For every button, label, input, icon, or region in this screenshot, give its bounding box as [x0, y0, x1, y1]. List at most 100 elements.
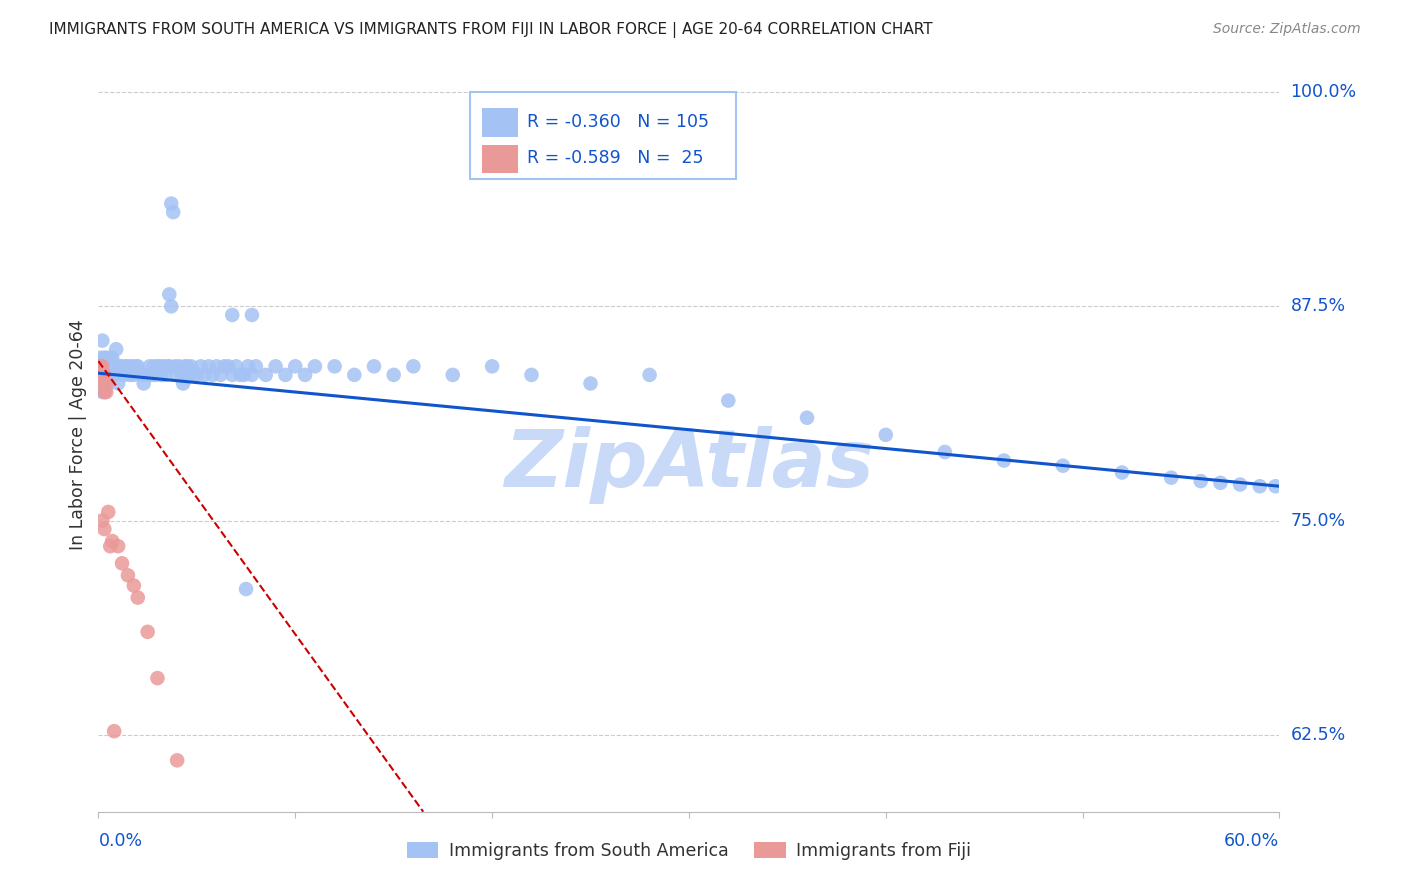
- Point: [1189, 474, 1212, 488]
- Point: [201, 368, 224, 382]
- FancyBboxPatch shape: [482, 109, 517, 137]
- Point: [174, 359, 197, 374]
- Point: [112, 368, 135, 382]
- Point: [111, 359, 134, 374]
- Point: [146, 671, 169, 685]
- Point: [240, 308, 263, 322]
- Point: [441, 368, 464, 382]
- Point: [520, 368, 543, 382]
- Point: [87, 359, 110, 374]
- Point: [1249, 479, 1271, 493]
- Text: 0.0%: 0.0%: [98, 832, 142, 850]
- Point: [132, 376, 155, 391]
- Point: [205, 359, 228, 374]
- Point: [155, 368, 177, 382]
- Text: ZipAtlas: ZipAtlas: [503, 426, 875, 504]
- Point: [103, 368, 125, 382]
- Point: [1229, 477, 1251, 491]
- Point: [284, 359, 307, 374]
- Point: [96, 376, 118, 391]
- Point: [97, 505, 120, 519]
- Point: [236, 359, 259, 374]
- Point: [93, 384, 115, 399]
- Point: [148, 359, 170, 374]
- Point: [1160, 471, 1182, 485]
- Point: [93, 522, 115, 536]
- Point: [145, 368, 167, 382]
- Point: [294, 368, 316, 382]
- Point: [160, 299, 183, 313]
- Point: [108, 359, 131, 374]
- Point: [91, 359, 114, 374]
- Point: [96, 351, 118, 365]
- Point: [167, 359, 190, 374]
- Point: [122, 368, 145, 382]
- Point: [91, 359, 114, 374]
- Text: 75.0%: 75.0%: [1291, 511, 1346, 530]
- Point: [993, 453, 1015, 467]
- Point: [194, 368, 217, 382]
- Text: 100.0%: 100.0%: [1291, 83, 1357, 101]
- FancyBboxPatch shape: [482, 145, 517, 173]
- Point: [240, 368, 263, 382]
- Legend: Immigrants from South America, Immigrants from Fiji: Immigrants from South America, Immigrant…: [399, 835, 979, 867]
- Point: [107, 376, 129, 391]
- Point: [221, 308, 243, 322]
- Point: [229, 368, 252, 382]
- Point: [138, 359, 160, 374]
- Point: [122, 578, 145, 592]
- Point: [638, 368, 661, 382]
- Point: [89, 376, 111, 391]
- Point: [264, 359, 287, 374]
- Point: [209, 368, 232, 382]
- Point: [214, 359, 236, 374]
- Point: [481, 359, 503, 374]
- Text: 87.5%: 87.5%: [1291, 297, 1346, 316]
- Text: 60.0%: 60.0%: [1225, 832, 1279, 850]
- Point: [93, 351, 115, 365]
- Point: [205, 838, 228, 853]
- Point: [127, 591, 149, 605]
- Point: [98, 351, 121, 365]
- Point: [304, 359, 326, 374]
- Point: [176, 359, 198, 374]
- Point: [127, 359, 149, 374]
- Point: [97, 359, 120, 374]
- Point: [101, 534, 124, 549]
- Point: [172, 376, 194, 391]
- Point: [796, 410, 818, 425]
- Point: [170, 368, 193, 382]
- Point: [197, 359, 219, 374]
- Point: [1111, 466, 1133, 480]
- Point: [274, 368, 297, 382]
- Point: [235, 582, 257, 596]
- Point: [98, 539, 121, 553]
- Point: [103, 724, 125, 739]
- Y-axis label: In Labor Force | Age 20-64: In Labor Force | Age 20-64: [69, 319, 87, 550]
- Point: [157, 359, 180, 374]
- Point: [190, 359, 212, 374]
- Point: [579, 376, 602, 391]
- Point: [875, 427, 897, 442]
- Point: [141, 368, 163, 382]
- Text: R = -0.360   N = 105: R = -0.360 N = 105: [527, 113, 709, 131]
- Point: [166, 368, 188, 382]
- Point: [96, 384, 118, 399]
- Point: [117, 568, 139, 582]
- Point: [93, 368, 115, 382]
- Point: [91, 384, 114, 399]
- Point: [96, 368, 118, 382]
- Point: [125, 359, 148, 374]
- Point: [91, 514, 114, 528]
- Point: [245, 359, 267, 374]
- Point: [91, 334, 114, 348]
- Point: [131, 368, 153, 382]
- Point: [217, 359, 239, 374]
- Point: [166, 753, 188, 767]
- Text: IMMIGRANTS FROM SOUTH AMERICA VS IMMIGRANTS FROM FIJI IN LABOR FORCE | AGE 20-64: IMMIGRANTS FROM SOUTH AMERICA VS IMMIGRA…: [49, 22, 932, 38]
- Point: [177, 368, 200, 382]
- Point: [101, 351, 124, 365]
- Point: [1052, 458, 1074, 473]
- Point: [254, 368, 277, 382]
- Point: [363, 359, 385, 374]
